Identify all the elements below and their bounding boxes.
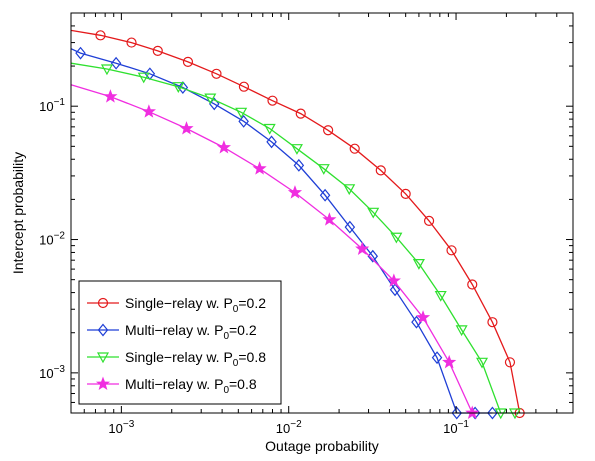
data-point (235, 107, 248, 119)
legend-marker (97, 323, 109, 337)
data-point (367, 249, 379, 263)
legend-marker (95, 376, 111, 391)
data-point (451, 406, 463, 420)
data-point (465, 405, 480, 420)
data-point (343, 184, 356, 196)
data-point (172, 82, 185, 93)
data-point (415, 310, 431, 324)
data-point (177, 81, 189, 94)
data-point (344, 220, 356, 234)
legend-label: Single−relay w. P0=0.8 (125, 349, 266, 369)
data-point (267, 95, 278, 106)
data-point (319, 188, 331, 202)
data-point (323, 125, 334, 136)
data-point (411, 315, 422, 329)
legend-entry: Single−relay w. P0=0.8 (87, 349, 266, 369)
series-line (70, 62, 515, 414)
legend-label: Multi−relay w. P0=0.2 (125, 322, 257, 342)
data-point (400, 188, 411, 199)
legend-marker (96, 352, 110, 364)
data-point (141, 104, 156, 118)
series-4 (70, 84, 480, 420)
data-point (423, 215, 435, 226)
series-line (70, 29, 521, 414)
data-point (389, 283, 401, 297)
legend-entry: Single−relay w. P0=0.2 (87, 295, 266, 315)
x-tick-label: 10−2 (276, 419, 302, 436)
data-point (252, 161, 267, 175)
data-point (103, 89, 118, 103)
data-point (287, 185, 303, 199)
data-point (504, 357, 516, 368)
axes-ticks: 10−3 10−2 10−1 10−3 10−2 10−1 (39, 12, 574, 436)
data-point (290, 144, 303, 155)
data-point (355, 241, 370, 255)
data-point (467, 279, 478, 290)
data-point (263, 123, 276, 135)
x-tick-label: 10−1 (443, 419, 469, 436)
x-tick-label: 10−3 (108, 419, 134, 436)
data-point (211, 68, 222, 79)
axes-box (70, 12, 574, 414)
data-point (182, 56, 194, 67)
legend-label: Multi−relay w. P0=0.8 (125, 376, 257, 396)
data-point (295, 108, 306, 119)
x-axis-label: Outage probability (265, 438, 379, 454)
y-tick-label: 10−2 (39, 231, 65, 248)
data-point (126, 37, 137, 48)
data-point (367, 207, 380, 219)
legend: Single−relay w. P0=0.2 Multi−relay w. P0=… (78, 280, 282, 405)
data-point (75, 46, 86, 60)
legend-entry: Multi−relay w. P0=0.2 (87, 322, 257, 342)
data-point (317, 164, 330, 175)
data-point (110, 56, 122, 70)
data-point (442, 354, 457, 369)
data-point (349, 143, 360, 154)
data-point (266, 135, 277, 149)
data-point (455, 325, 468, 337)
data-point (431, 351, 443, 365)
y-axis-label: Intercept probability (10, 152, 26, 274)
data-point (238, 114, 249, 128)
data-point (322, 212, 337, 226)
data-point (179, 121, 194, 135)
data-point (487, 317, 498, 328)
data-point (100, 64, 113, 76)
legend-marker (97, 297, 109, 309)
data-point (434, 290, 447, 302)
series-layer (70, 29, 525, 420)
series-line (70, 48, 493, 414)
data-point (95, 30, 106, 41)
series-1 (70, 29, 525, 419)
series-2 (70, 46, 498, 420)
data-point (293, 158, 305, 172)
data-point (375, 165, 386, 176)
data-point (487, 406, 498, 420)
data-point (204, 93, 217, 105)
legend-entry: Multi−relay w. P0=0.8 (87, 376, 257, 396)
y-tick-label: 10−1 (39, 97, 65, 114)
data-point (152, 45, 163, 56)
data-point (476, 357, 489, 369)
data-point (446, 245, 457, 256)
data-point (386, 273, 401, 287)
data-point (137, 72, 150, 84)
data-point (216, 140, 231, 154)
data-point (238, 81, 250, 92)
data-point (390, 232, 403, 244)
legend-label: Single−relay w. P0=0.2 (125, 295, 266, 315)
data-point (412, 258, 425, 270)
y-tick-label: 10−3 (39, 364, 65, 381)
series-3 (70, 62, 521, 420)
